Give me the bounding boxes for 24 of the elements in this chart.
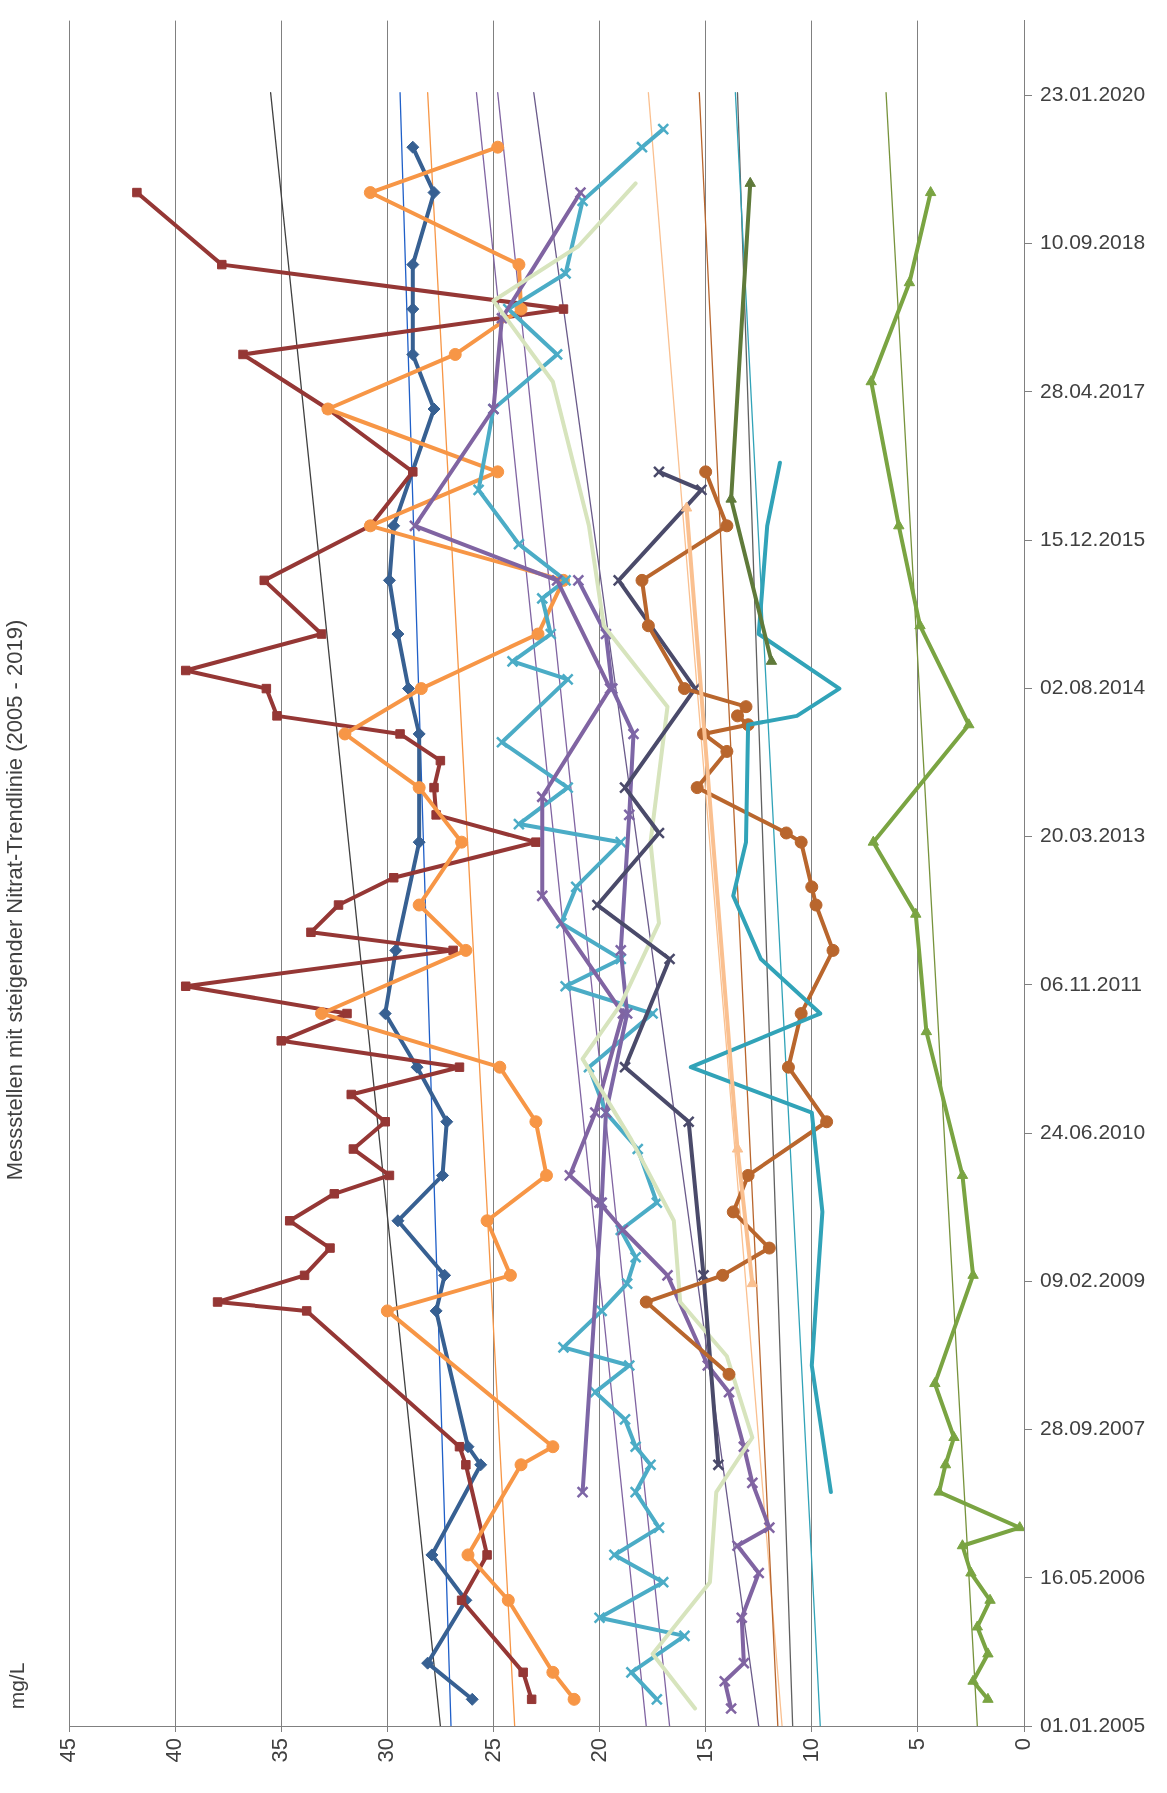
x-tick-label: 20 [585, 1738, 611, 1763]
y-tick-label: 20.03.2013 [1040, 823, 1146, 847]
y-tick-label: 28.04.2017 [1040, 378, 1146, 402]
x-tick-label: 35 [267, 1738, 293, 1763]
text: Messstellen mit steigender Nitrat-Trendlinie (2005 - 2019) [2, 619, 28, 1181]
x-tick-label: 25 [479, 1738, 505, 1763]
x-tick-label: 10 [797, 1738, 823, 1763]
y-axis-title: mg/L [4, 1662, 28, 1710]
y-tick-label: 02.08.2014 [1040, 675, 1146, 699]
x-tick-label: 45 [55, 1738, 81, 1763]
x-tick-label: 0 [1010, 1738, 1036, 1751]
y-tick-label: 24.06.2010 [1040, 1119, 1146, 1143]
x-tick-label: 40 [161, 1738, 187, 1763]
x-tick-label: 15 [691, 1738, 717, 1763]
y-tick-label: 10.09.2018 [1040, 230, 1146, 254]
x-tick-label: 30 [373, 1738, 399, 1763]
y-tick-label: 28.09.2007 [1040, 1416, 1146, 1440]
y-tick-label: 23.01.2020 [1040, 82, 1146, 106]
x-tick-label: 5 [903, 1738, 929, 1751]
y-tick-label: 01.01.2005 [1040, 1712, 1146, 1736]
y-tick-label: 09.02.2009 [1040, 1268, 1146, 1292]
y-tick-label: 16.05.2006 [1040, 1564, 1146, 1588]
y-tick-label: 06.11.2011 [1040, 971, 1142, 995]
y-tick-label: 15.12.2015 [1040, 526, 1146, 550]
